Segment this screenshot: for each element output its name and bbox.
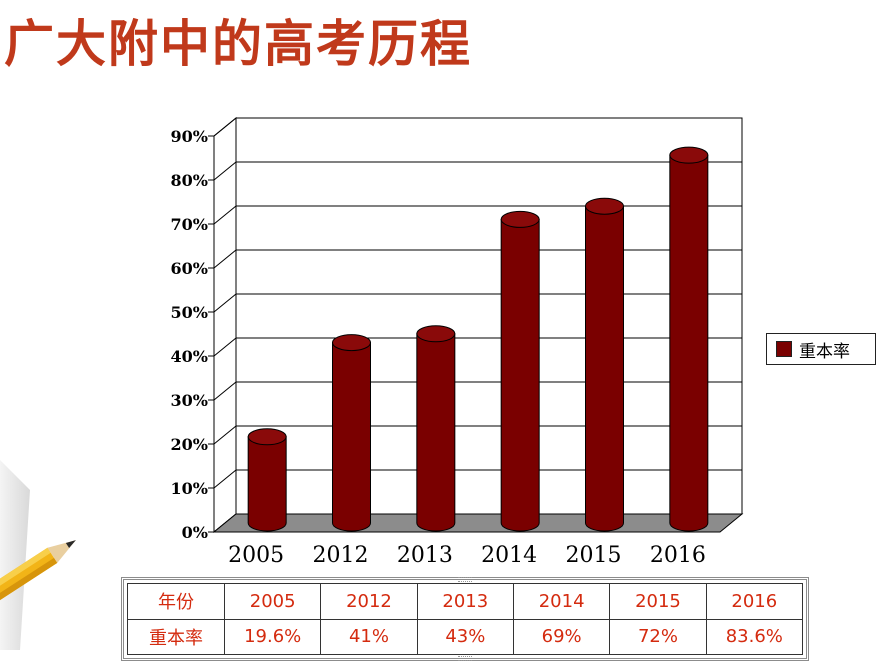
gridline xyxy=(213,381,742,401)
x-tick-label: 2005 xyxy=(228,543,284,568)
y-tick-label: 30% xyxy=(171,391,208,410)
bar-body xyxy=(247,436,287,532)
bar-chart: 0% 10% 20% 30% 40% 50% 60% 70% 80% 90% 2005 2012 20… xyxy=(171,116,744,568)
chart-back-wall xyxy=(235,117,743,515)
table-cell-year: 2016 xyxy=(705,583,804,620)
table-cell-rate: 43% xyxy=(416,618,514,655)
pencil-illustration xyxy=(0,460,76,650)
y-tick-label: 70% xyxy=(171,215,208,234)
y-tick-label: 60% xyxy=(171,259,208,278)
bar-body xyxy=(585,205,624,532)
data-table: 年份 2005 2012 2013 2014 2015 2016 重本率 19.… xyxy=(127,583,804,655)
table-cell-year: 2012 xyxy=(320,583,418,620)
x-tick-label: 2013 xyxy=(397,543,453,568)
gridline xyxy=(213,205,742,225)
x-tick-label: 2015 xyxy=(566,543,622,568)
y-tick-label: 0% xyxy=(182,523,208,542)
x-tick-label: 2014 xyxy=(481,543,537,568)
gridline xyxy=(213,337,742,357)
table-cell-year: 2014 xyxy=(512,583,611,620)
gridline xyxy=(213,469,742,489)
table-cell-year: 2005 xyxy=(223,583,322,620)
bar-body xyxy=(500,218,540,532)
table-row-years: 年份 2005 2012 2013 2014 2015 2016 xyxy=(127,583,804,620)
bar xyxy=(500,210,540,532)
resize-handle-top[interactable] xyxy=(458,577,472,582)
table-cell-rate: 19.6% xyxy=(223,618,322,655)
table-cell-rate: 83.6% xyxy=(705,618,804,655)
bar xyxy=(669,146,709,532)
x-tick-label: 2016 xyxy=(650,543,706,568)
table-row-label: 重本率 xyxy=(127,618,225,655)
gridline xyxy=(213,425,742,445)
bar-top xyxy=(416,325,456,343)
table-cell-year: 2013 xyxy=(416,583,514,620)
y-tick-label: 10% xyxy=(171,479,208,498)
table-header-label: 年份 xyxy=(127,583,225,620)
x-tick-label: 2012 xyxy=(313,543,369,568)
y-tick-label: 80% xyxy=(171,171,208,190)
gridline xyxy=(213,293,742,313)
bar-top xyxy=(332,334,371,352)
y-tick-label: 40% xyxy=(171,347,208,366)
gridline xyxy=(213,161,742,181)
data-table-frame[interactable]: 年份 2005 2012 2013 2014 2015 2016 重本率 19.… xyxy=(121,577,809,661)
bar-body xyxy=(332,342,371,532)
bar xyxy=(416,325,456,532)
legend-swatch xyxy=(776,341,792,357)
y-tick-label: 20% xyxy=(171,435,208,454)
table-cell-rate: 72% xyxy=(609,618,707,655)
page-title: 广大附中的高考历程 xyxy=(4,15,472,73)
resize-handle-bottom[interactable] xyxy=(458,656,472,661)
legend-label: 重本率 xyxy=(799,341,850,362)
gridline xyxy=(213,117,742,137)
bar-top xyxy=(500,210,540,228)
chart-legend: 重本率 xyxy=(766,333,876,365)
bar-top xyxy=(247,428,287,446)
gridline xyxy=(213,249,742,269)
bar-body xyxy=(669,154,709,532)
bar xyxy=(332,334,371,532)
bar-body xyxy=(416,333,456,532)
y-tick-label: 90% xyxy=(171,127,208,146)
bar xyxy=(247,428,287,532)
y-tick-label: 50% xyxy=(171,303,208,322)
chart-side-wall xyxy=(213,116,237,534)
table-cell-year: 2015 xyxy=(609,583,707,620)
bar-top xyxy=(669,146,709,164)
chart-floor xyxy=(212,513,744,533)
table-cell-rate: 41% xyxy=(320,618,418,655)
table-cell-rate: 69% xyxy=(512,618,611,655)
bar xyxy=(585,197,624,532)
table-row-rates: 重本率 19.6% 41% 43% 69% 72% 83.6% xyxy=(127,618,804,655)
bar-top xyxy=(585,197,624,215)
